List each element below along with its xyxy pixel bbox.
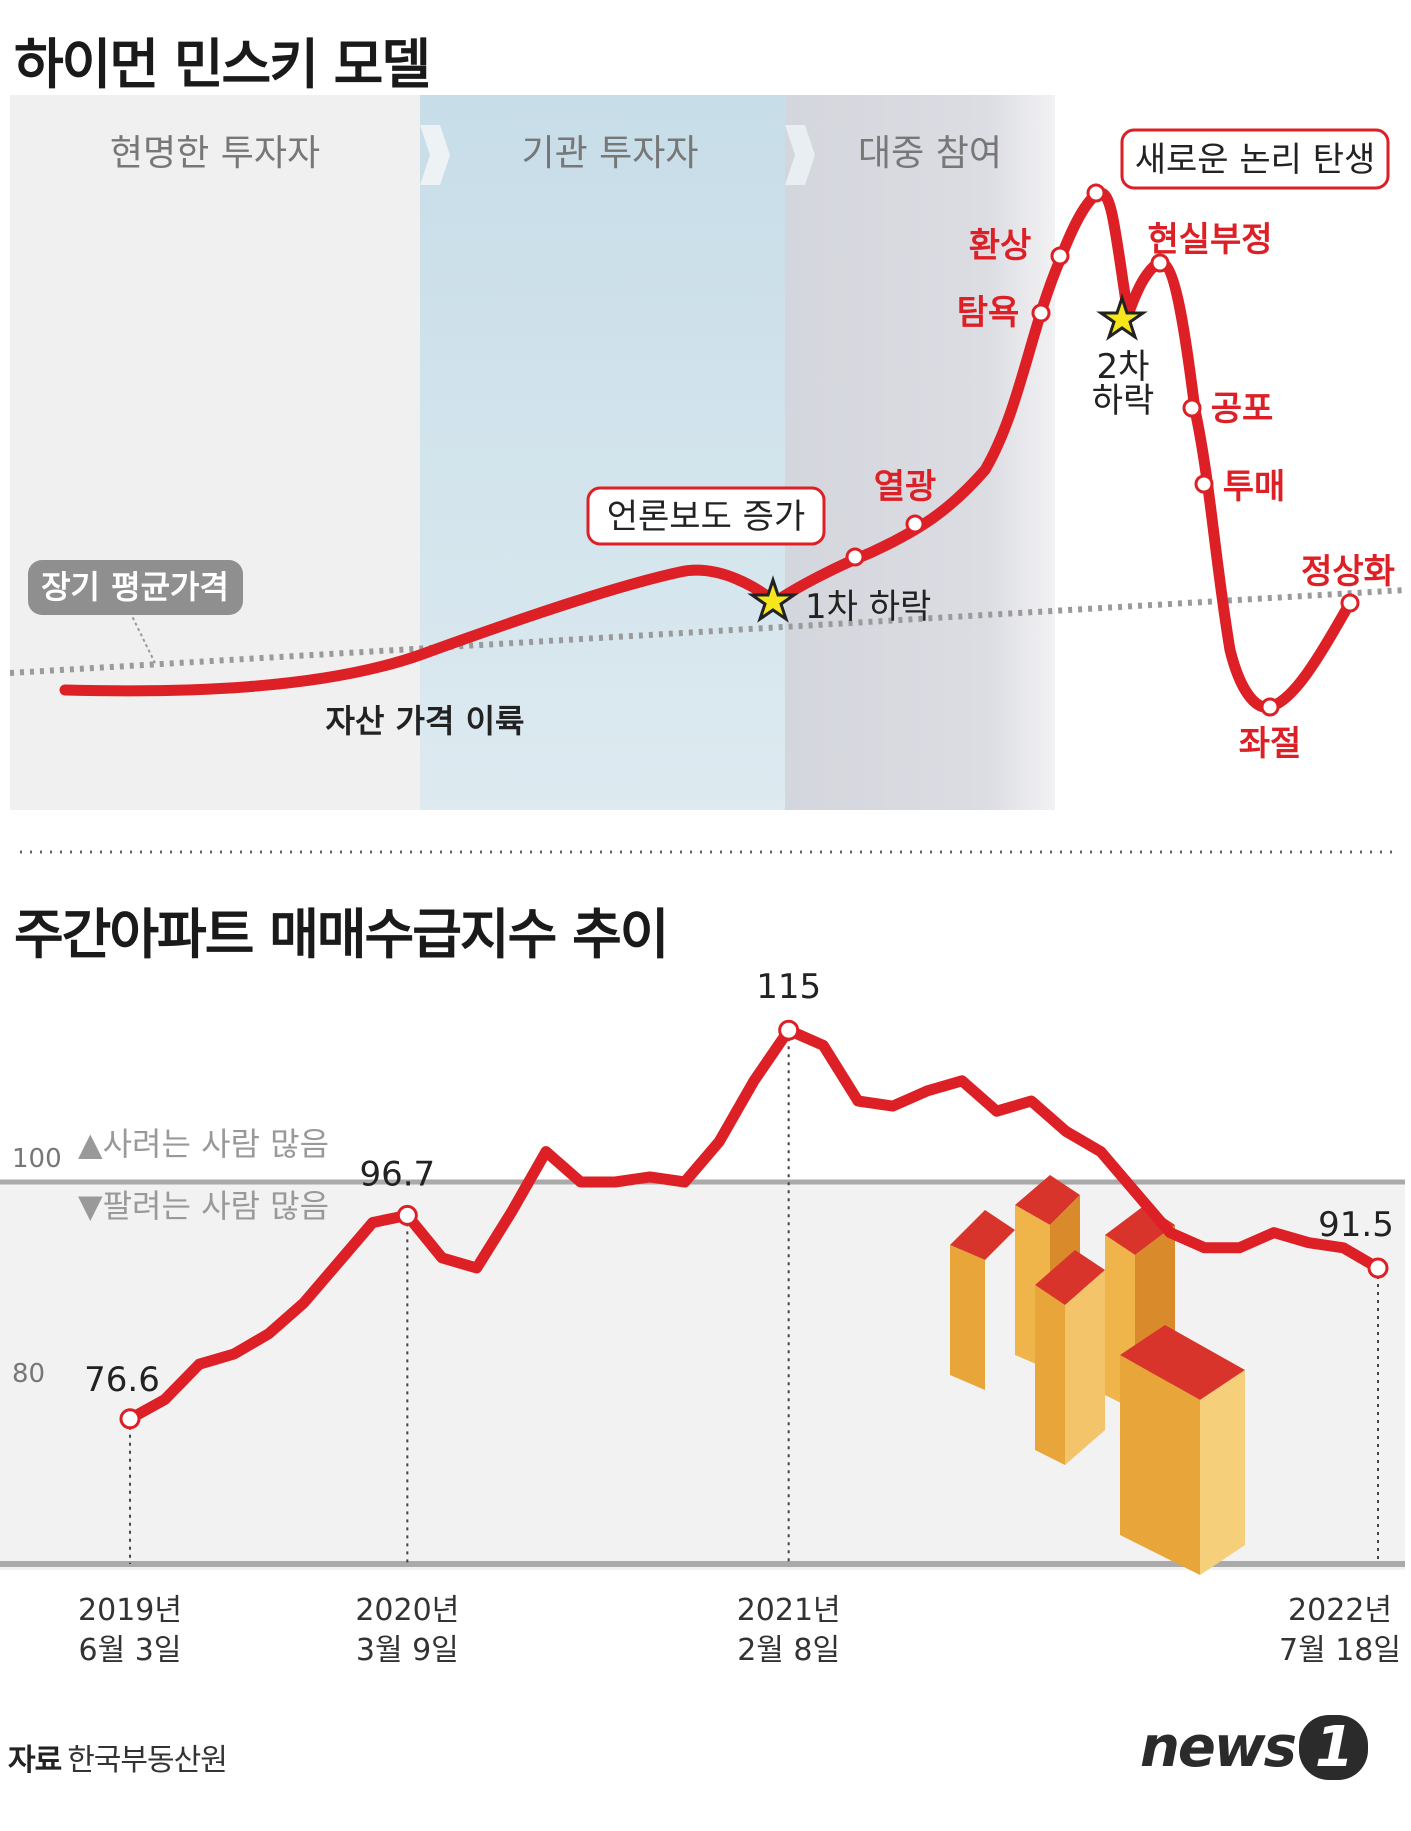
long-term-average-badge <box>28 560 243 615</box>
source-label: 자료 <box>8 1743 62 1778</box>
decoupling-label: 자산 가격 이륙 <box>326 702 525 740</box>
index-title: 주간아파트 매매수급지수 추이 <box>14 903 669 966</box>
date-year-label: 2019년 <box>78 1593 182 1628</box>
logo-text: news <box>1140 1715 1297 1780</box>
stage-delusion: 환상 <box>969 226 1032 266</box>
minsky-title: 하이먼 민스키 모델 <box>14 33 431 96</box>
first-drop-star-icon <box>747 575 799 623</box>
media-box <box>586 486 826 546</box>
new-paradigm-box <box>1120 128 1390 190</box>
stage-fear: 공포 <box>1211 389 1274 429</box>
stage-despair: 좌절 <box>1239 724 1302 764</box>
minsky-chart: 현명한 투자자 기관 투자자 대중 참여 장기 평균가격 1차 하락 2차 하락… <box>9 95 1406 854</box>
source-note: 자료 한국부동산원 <box>8 1735 228 1779</box>
index-chart: 100 80 ▲사려는 사람 많음 ▼팔려는 사람 많음 76.6 96.7 115… <box>0 967 1405 1668</box>
stage-capitulation: 투매 <box>1223 467 1286 507</box>
stage-denial: 현실부정 <box>1147 220 1272 260</box>
second-drop-label-2: 하락 <box>1092 381 1155 421</box>
y-tick-100: 100 <box>12 1144 62 1174</box>
y-tick-80: 80 <box>12 1359 45 1389</box>
news1-logo: news 1 <box>1140 1715 1368 1780</box>
index-line <box>124 1024 1384 1425</box>
highlight-point <box>396 1204 418 1226</box>
long-term-average-label: 장기 평균가격 <box>41 568 229 606</box>
first-drop-label: 1차 하락 <box>805 587 931 627</box>
stage-greed: 탐욕 <box>957 293 1020 333</box>
phase-bg-2 <box>420 95 785 810</box>
value-label: 96.7 <box>359 1154 435 1194</box>
long-term-average-line <box>9 587 1406 676</box>
date-year-label: 2022년 <box>1288 1593 1392 1628</box>
date-year-label: 2020년 <box>355 1593 459 1628</box>
highlight-point <box>778 1019 800 1041</box>
value-label: 115 <box>756 967 821 1007</box>
media-label: 언론보도 증가 <box>607 497 806 537</box>
date-year-label: 2021년 <box>737 1593 841 1628</box>
minsky-markers <box>845 183 1360 717</box>
date-day-label: 2월 8일 <box>737 1633 840 1668</box>
phase-label-2: 기관 투자자 <box>521 133 698 174</box>
stage-normalization: 정상화 <box>1301 552 1395 592</box>
sellers-label: ▼팔려는 사람 많음 <box>78 1187 329 1225</box>
buyers-label: ▲사려는 사람 많음 <box>78 1125 329 1163</box>
minsky-curve <box>59 187 1356 713</box>
phase-label-3: 대중 참여 <box>858 133 1002 174</box>
stage-enthusiasm: 열광 <box>874 467 937 507</box>
value-label: 76.6 <box>84 1360 160 1400</box>
highlight-point <box>119 1408 141 1430</box>
source-name: 한국부동산원 <box>67 1743 228 1778</box>
apartment-building-illustration <box>950 1175 1245 1575</box>
date-day-label: 7월 18일 <box>1279 1633 1401 1668</box>
highlight-point <box>1367 1257 1389 1279</box>
second-drop-star-icon <box>1096 293 1148 341</box>
date-day-label: 3월 9일 <box>356 1633 459 1668</box>
logo-number: 1 <box>1298 1715 1368 1780</box>
second-drop-label-1: 2차 <box>1097 347 1150 387</box>
new-paradigm-label: 새로운 논리 탄생 <box>1135 140 1376 180</box>
phase-label-1: 현명한 투자자 <box>110 133 320 174</box>
date-day-label: 6월 3일 <box>79 1633 182 1668</box>
phase-bg-3 <box>785 95 1055 810</box>
value-label: 91.5 <box>1318 1205 1394 1245</box>
